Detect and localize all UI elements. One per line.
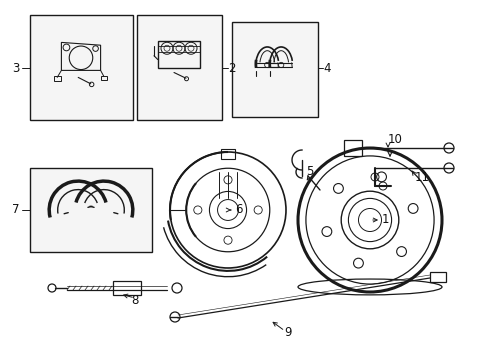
- Text: 5: 5: [305, 166, 313, 179]
- Circle shape: [170, 312, 180, 322]
- Bar: [101, 76, 107, 80]
- Bar: [30, 15, 133, 120]
- Circle shape: [443, 163, 453, 173]
- Bar: [221, 149, 234, 159]
- Text: 11: 11: [414, 171, 429, 184]
- Text: 7: 7: [12, 203, 20, 216]
- Circle shape: [184, 77, 188, 81]
- Bar: [54, 76, 61, 81]
- Text: 9: 9: [284, 327, 291, 339]
- Text: 1: 1: [381, 213, 389, 226]
- Bar: [343, 140, 361, 156]
- Text: 3: 3: [12, 62, 20, 75]
- Bar: [429, 272, 445, 282]
- Circle shape: [172, 283, 182, 293]
- Circle shape: [443, 143, 453, 153]
- Bar: [158, 41, 200, 68]
- Bar: [137, 15, 222, 120]
- Circle shape: [89, 82, 94, 87]
- Text: 4: 4: [323, 62, 330, 75]
- Text: 2: 2: [227, 62, 235, 75]
- Bar: [231, 22, 317, 117]
- Circle shape: [48, 284, 56, 292]
- Text: 10: 10: [387, 134, 402, 147]
- Text: 6: 6: [235, 203, 242, 216]
- Bar: [30, 168, 152, 252]
- Text: 8: 8: [131, 293, 139, 306]
- Bar: [113, 281, 141, 295]
